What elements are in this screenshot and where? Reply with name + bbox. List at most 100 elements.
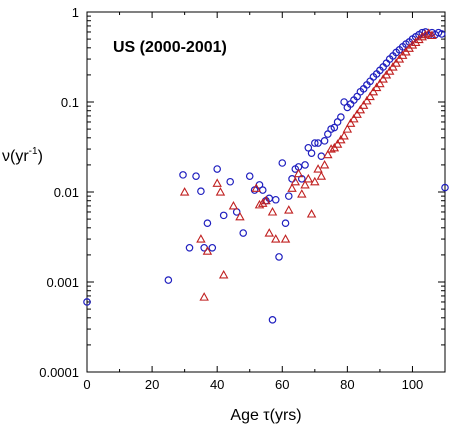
data-point-circle <box>164 276 173 284</box>
x-axis-label: Age τ(yrs) <box>230 407 301 424</box>
data-point-circle <box>441 183 449 192</box>
data-point-triangle <box>355 104 366 114</box>
data-point-triangle <box>202 246 213 255</box>
x-tick-label: 0 <box>83 377 90 392</box>
data-point-triangle <box>384 66 395 75</box>
y-axis-ticks: 0.0001 0.001 0.01 0.1 1 <box>39 5 445 380</box>
data-point-triangle <box>368 86 379 96</box>
data-point-circle <box>83 298 91 306</box>
data-point-circle <box>258 186 267 194</box>
data-point-circle <box>311 139 319 147</box>
data-point-circle <box>271 195 280 204</box>
data-point-circle <box>268 316 277 324</box>
x-axis-ticks: 0 20 40 60 80 100 <box>83 12 423 392</box>
data-point-triangle <box>417 31 427 41</box>
data-point-circle <box>301 161 309 169</box>
data-point-circle <box>239 229 248 237</box>
data-point-triangle <box>332 139 343 148</box>
data-point-circle <box>284 192 293 200</box>
data-point-triangle <box>375 78 385 88</box>
data-point-triangle <box>323 149 333 159</box>
data-point-circle <box>304 143 313 152</box>
y-tick-label: 0.001 <box>46 275 79 290</box>
data-points <box>83 28 449 324</box>
data-point-triangle <box>228 201 239 210</box>
data-point-circle <box>437 30 446 38</box>
data-point-triangle <box>215 187 226 196</box>
data-point-circle <box>185 243 194 252</box>
data-point-triangle <box>306 209 317 218</box>
data-point-triangle <box>342 124 353 133</box>
data-point-triangle <box>293 168 304 178</box>
data-point-triangle <box>284 205 294 214</box>
data-point-triangle <box>261 195 271 205</box>
data-point-triangle <box>410 37 421 46</box>
data-point-triangle <box>407 40 418 49</box>
data-point-triangle <box>290 176 301 186</box>
data-point-circle <box>278 159 287 167</box>
data-point-triangle <box>316 171 327 180</box>
data-point-triangle <box>319 159 330 169</box>
data-point-circle <box>197 187 205 196</box>
data-point-circle <box>226 177 235 186</box>
data-point-triangle <box>287 183 297 192</box>
data-point-triangle <box>196 234 206 243</box>
data-point-triangle <box>313 164 323 173</box>
data-point-circle <box>219 211 228 220</box>
data-point-triangle <box>300 179 310 189</box>
data-point-circle <box>320 137 329 145</box>
data-point-triangle <box>271 234 281 243</box>
data-point-triangle <box>218 269 229 279</box>
data-point-triangle <box>345 118 356 127</box>
y-axis-label-close: ) <box>38 148 43 165</box>
x-tick-label: 40 <box>210 377 224 392</box>
data-point-triangle <box>267 207 278 216</box>
data-point-triangle <box>358 100 369 109</box>
data-point-circle <box>179 171 187 179</box>
y-axis-label-superscript: -1 <box>29 146 38 157</box>
data-point-triangle <box>378 74 388 83</box>
data-point-circle <box>208 243 217 252</box>
data-point-triangle <box>280 234 291 243</box>
data-point-triangle <box>235 211 245 221</box>
data-point-triangle <box>303 173 314 183</box>
data-point-triangle <box>258 198 268 207</box>
data-point-circle <box>192 172 200 180</box>
data-point-circle <box>281 219 290 228</box>
data-point-triangle <box>414 34 424 44</box>
data-point-triangle <box>365 91 375 101</box>
data-point-circle <box>203 219 212 228</box>
data-point-circle <box>307 149 316 157</box>
data-point-triangle <box>199 292 209 301</box>
x-tick-label: 60 <box>275 377 289 392</box>
data-point-triangle <box>427 30 437 39</box>
data-point-triangle <box>212 178 222 187</box>
x-tick-label: 80 <box>340 377 354 392</box>
data-point-triangle <box>310 176 320 186</box>
x-tick-label: 100 <box>402 377 424 392</box>
data-point-circle <box>213 165 221 173</box>
data-point-circle <box>245 172 254 180</box>
data-point-triangle <box>420 29 431 39</box>
data-point-triangle <box>352 109 362 118</box>
data-point-circle <box>275 253 283 261</box>
data-point-circle <box>337 113 345 121</box>
y-tick-label: 0.01 <box>54 185 79 200</box>
y-tick-label: 0.1 <box>61 95 79 110</box>
data-point-triangle <box>391 58 401 67</box>
data-point-triangle <box>251 183 261 192</box>
data-point-triangle <box>326 144 336 153</box>
data-point-triangle <box>339 130 349 140</box>
data-point-triangle <box>254 199 265 209</box>
y-axis-label-main: ν(yr <box>2 148 29 165</box>
chart-title: US (2000-2001) <box>113 39 227 56</box>
x-tick-label: 20 <box>145 377 159 392</box>
data-point-triangle <box>297 189 307 198</box>
data-point-triangle <box>264 228 274 237</box>
data-point-triangle <box>179 187 190 196</box>
data-point-triangle <box>362 95 372 105</box>
data-point-triangle <box>349 113 359 123</box>
data-point-circle <box>317 152 326 160</box>
y-tick-label: 1 <box>72 5 79 20</box>
